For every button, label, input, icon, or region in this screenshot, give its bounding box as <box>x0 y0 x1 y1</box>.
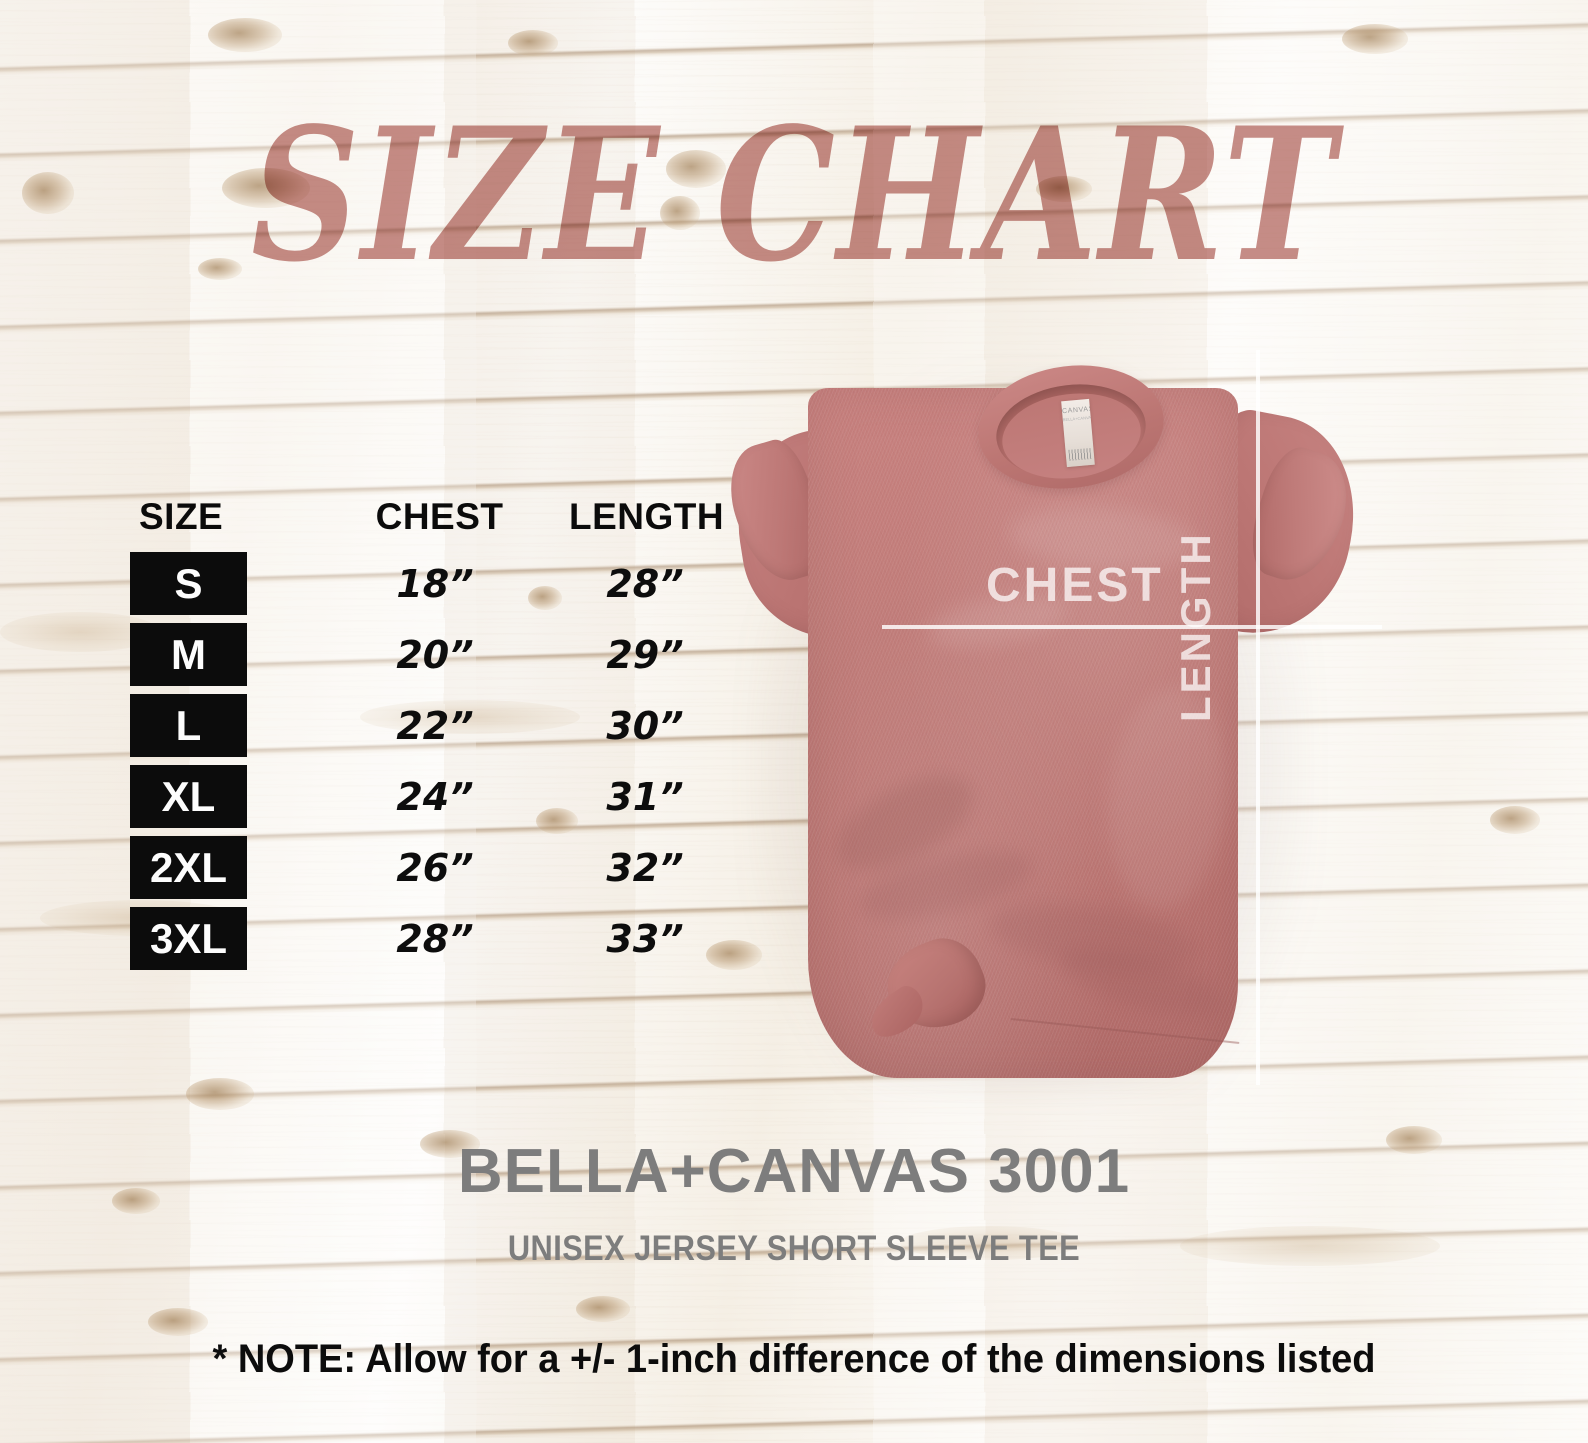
size-table: SIZE CHEST LENGTH S 18” 28” M 20” 29” L … <box>130 496 750 974</box>
table-header-row: SIZE CHEST LENGTH <box>130 496 750 548</box>
column-header-chest: CHEST <box>375 496 504 537</box>
length-overlay-label: LENGTH <box>1172 531 1219 722</box>
length-value: 28” <box>606 561 684 606</box>
size-badge: S <box>130 552 247 615</box>
neck-label-tag: CANVAS BELLA+CANVAS <box>1061 398 1095 468</box>
size-badge-cell: XL <box>130 765 330 828</box>
tshirt-fabric-texture <box>808 388 1238 1078</box>
length-measurement-line <box>1256 350 1260 1085</box>
chest-measurement-line <box>882 625 1382 629</box>
chest-value: 20” <box>396 632 474 677</box>
size-badge-cell: 2XL <box>130 836 330 899</box>
neck-label-brand: CANVAS <box>1061 405 1095 416</box>
table-row: 2XL 26” 32” <box>130 832 750 903</box>
size-badge-cell: S <box>130 552 330 615</box>
tshirt-photo: CANVAS BELLA+CANVAS CHEST LENGTH <box>718 330 1382 1120</box>
tshirt-body <box>808 388 1240 1078</box>
page-title: SIZE CHART <box>251 88 1337 303</box>
column-header-size: SIZE <box>139 496 224 537</box>
table-row: S 18” 28” <box>130 548 750 619</box>
chest-value: 24” <box>396 774 474 819</box>
size-badge: M <box>130 623 247 686</box>
table-row: M 20” 29” <box>130 619 750 690</box>
neck-label-subtext: BELLA+CANVAS <box>1062 414 1094 423</box>
measurement-note: * NOTE: Allow for a +/- 1-inch differenc… <box>212 1337 1376 1381</box>
table-row: XL 24” 31” <box>130 761 750 832</box>
size-badge-cell: M <box>130 623 330 686</box>
table-row: 3XL 28” 33” <box>130 903 750 974</box>
length-value: 33” <box>606 916 684 961</box>
length-value: 31” <box>606 774 684 819</box>
chest-value: 26” <box>396 845 474 890</box>
size-badge: L <box>130 694 247 757</box>
size-badge-cell: 3XL <box>130 907 330 970</box>
column-header-length: LENGTH <box>568 496 725 537</box>
size-badge: 3XL <box>130 907 247 970</box>
brand-model-name: BELLA+CANVAS 3001 <box>457 1137 1131 1206</box>
table-row: L 22” 30” <box>130 690 750 761</box>
size-badge: XL <box>130 765 247 828</box>
length-value: 29” <box>606 632 684 677</box>
length-value: 32” <box>606 845 684 890</box>
chest-value: 22” <box>396 703 474 748</box>
chest-value: 28” <box>396 916 474 961</box>
product-subtitle: UNISEX JERSEY SHORT SLEEVE TEE <box>507 1229 1081 1268</box>
size-badge: 2XL <box>130 836 247 899</box>
neck-label-barcode <box>1068 447 1092 461</box>
chest-overlay-label: CHEST <box>986 559 1164 612</box>
size-badge-cell: L <box>130 694 330 757</box>
length-value: 30” <box>606 703 684 748</box>
chest-value: 18” <box>396 561 474 606</box>
